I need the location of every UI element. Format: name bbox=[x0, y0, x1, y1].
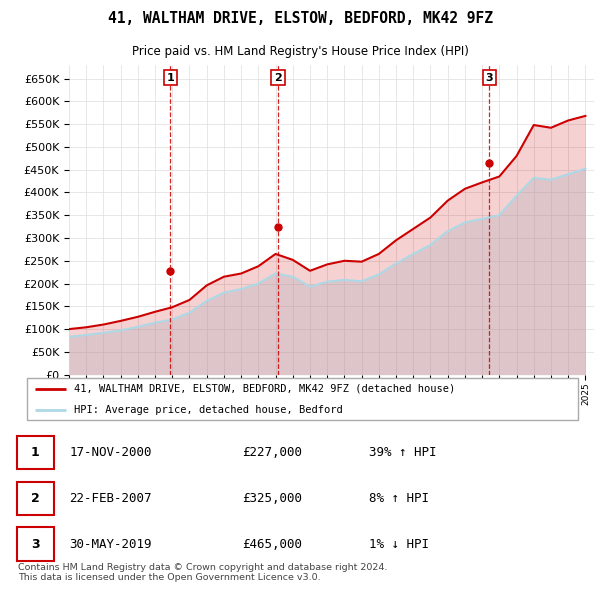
Text: 39% ↑ HPI: 39% ↑ HPI bbox=[369, 446, 437, 459]
Text: 1: 1 bbox=[31, 446, 40, 459]
FancyBboxPatch shape bbox=[17, 481, 54, 515]
Text: 41, WALTHAM DRIVE, ELSTOW, BEDFORD, MK42 9FZ (detached house): 41, WALTHAM DRIVE, ELSTOW, BEDFORD, MK42… bbox=[74, 384, 455, 394]
Text: Contains HM Land Registry data © Crown copyright and database right 2024.
This d: Contains HM Land Registry data © Crown c… bbox=[18, 563, 387, 582]
Text: HPI: Average price, detached house, Bedford: HPI: Average price, detached house, Bedf… bbox=[74, 405, 343, 415]
FancyBboxPatch shape bbox=[17, 436, 54, 469]
Text: 3: 3 bbox=[485, 73, 493, 83]
FancyBboxPatch shape bbox=[27, 378, 578, 420]
Text: 2: 2 bbox=[31, 492, 40, 505]
Text: 41, WALTHAM DRIVE, ELSTOW, BEDFORD, MK42 9FZ: 41, WALTHAM DRIVE, ELSTOW, BEDFORD, MK42… bbox=[107, 11, 493, 26]
Text: £227,000: £227,000 bbox=[242, 446, 302, 459]
Text: 22-FEB-2007: 22-FEB-2007 bbox=[70, 492, 152, 505]
Text: 1: 1 bbox=[166, 73, 174, 83]
FancyBboxPatch shape bbox=[17, 527, 54, 560]
Text: £325,000: £325,000 bbox=[242, 492, 302, 505]
Text: 3: 3 bbox=[31, 537, 40, 550]
Text: Price paid vs. HM Land Registry's House Price Index (HPI): Price paid vs. HM Land Registry's House … bbox=[131, 45, 469, 58]
Text: 2: 2 bbox=[274, 73, 282, 83]
Text: 1% ↓ HPI: 1% ↓ HPI bbox=[369, 537, 429, 550]
Text: 30-MAY-2019: 30-MAY-2019 bbox=[70, 537, 152, 550]
Text: £465,000: £465,000 bbox=[242, 537, 302, 550]
Text: 17-NOV-2000: 17-NOV-2000 bbox=[70, 446, 152, 459]
Text: 8% ↑ HPI: 8% ↑ HPI bbox=[369, 492, 429, 505]
